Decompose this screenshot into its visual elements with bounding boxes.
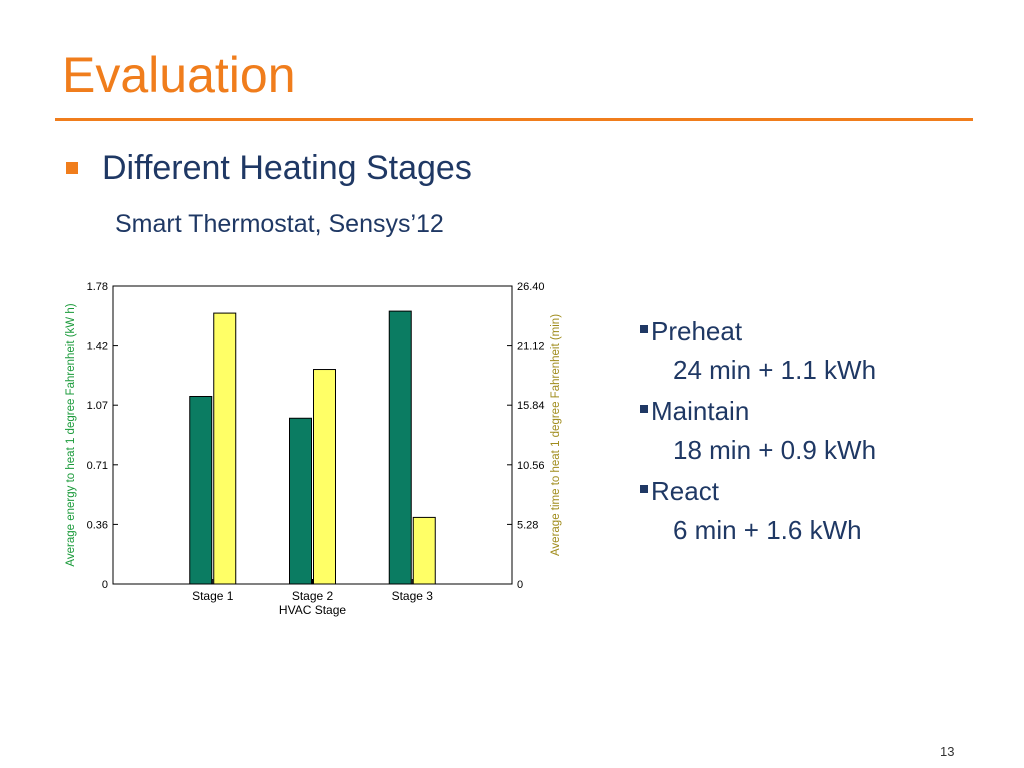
- right-tick-label: 21.12: [517, 341, 545, 353]
- left-tick-label: 1.07: [87, 400, 108, 412]
- right-axis-ticks: 0 5.28 10.56 15.84 21.12 26.40: [507, 281, 545, 591]
- plot-frame: [112, 285, 513, 585]
- note-label: React: [651, 476, 719, 506]
- right-y-axis-label: Average time to heat 1 degree Fahrenheit…: [550, 314, 562, 556]
- energy-bar: [289, 417, 312, 585]
- left-tick-label: 0: [102, 579, 108, 591]
- time-bar: [213, 312, 237, 585]
- category-label: Stage 3: [392, 589, 434, 603]
- square-bullet-icon: [640, 485, 648, 494]
- bar-group: [189, 310, 436, 585]
- page-number: 13: [940, 744, 955, 759]
- energy-bar: [189, 395, 213, 585]
- stage-notes: Preheat 24 min + 1.1 kWh Maintain 18 min…: [640, 312, 876, 552]
- main-bullet-text: Different Heating Stages: [102, 149, 472, 187]
- note-label: Preheat: [651, 316, 743, 346]
- category-labels: Stage 1 Stage 2 Stage 3: [192, 579, 433, 603]
- category-label: Stage 2: [292, 589, 334, 603]
- right-tick-label: 26.40: [517, 281, 545, 293]
- left-axis-ticks: 0 0.36 0.71 1.07 1.42 1.78: [87, 281, 118, 591]
- note-detail: 6 min + 1.6 kWh: [673, 515, 862, 545]
- note-preheat: Preheat 24 min + 1.1 kWh: [640, 312, 876, 390]
- note-maintain: Maintain 18 min + 0.9 kWh: [640, 392, 876, 470]
- note-detail: 24 min + 1.1 kWh: [673, 355, 877, 385]
- square-bullet-icon: [640, 325, 648, 334]
- note-react: React 6 min + 1.6 kWh: [640, 472, 876, 550]
- left-tick-label: 0.36: [87, 519, 108, 531]
- time-bar: [412, 516, 436, 585]
- title-divider: [55, 118, 973, 121]
- right-tick-label: 0: [517, 579, 523, 591]
- slide-title: Evaluation: [62, 47, 296, 103]
- hvac-stage-chart: 0 0.36 0.71 1.07 1.42 1.78 0 5.28 10.56 15.84 21.…: [65, 281, 562, 617]
- right-tick-label: 5.28: [517, 519, 538, 531]
- right-tick-label: 10.56: [517, 460, 545, 472]
- note-detail: 18 min + 0.9 kWh: [673, 435, 877, 465]
- energy-bar: [388, 310, 412, 585]
- left-y-axis-label: Average energy to heat 1 degree Fahrenhe…: [65, 303, 77, 566]
- time-bar: [313, 369, 336, 585]
- left-tick-label: 0.71: [87, 460, 108, 472]
- square-bullet-icon: [66, 162, 78, 174]
- slide-subtitle: Smart Thermostat, Sensys’12: [115, 210, 444, 238]
- left-tick-label: 1.78: [87, 281, 108, 293]
- right-tick-label: 15.84: [517, 400, 545, 412]
- left-tick-label: 1.42: [87, 341, 108, 353]
- category-label: Stage 1: [192, 589, 234, 603]
- x-axis-label: HVAC Stage: [279, 603, 346, 617]
- square-bullet-icon: [640, 405, 648, 414]
- note-label: Maintain: [651, 396, 750, 426]
